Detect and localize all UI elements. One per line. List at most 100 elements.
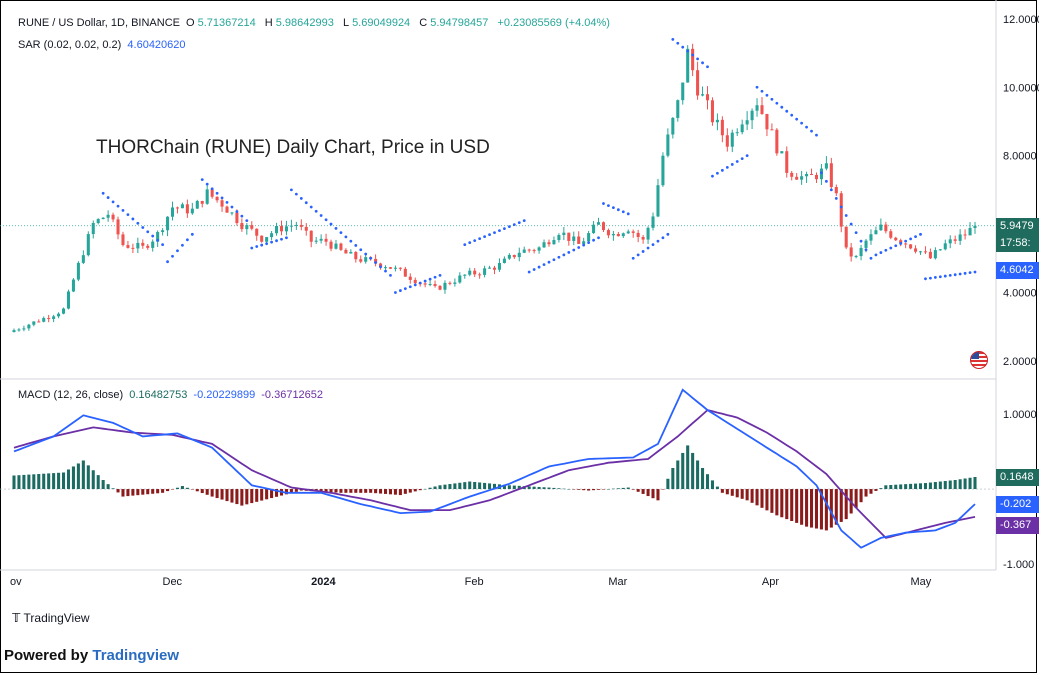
sar-dot [894,244,898,248]
candle-body [844,226,848,248]
macd-histogram-bar [433,486,437,490]
macd-histogram-bar [874,489,878,491]
candle-body [968,228,972,236]
price-tick-label: 2.0000 [1003,356,1037,368]
sar-dot [354,244,358,247]
candle-body [666,134,670,156]
macd-label[interactable]: MACD (12, 26, close) [18,389,124,401]
close-value: C 5.94798457 [419,17,489,29]
powered-brand[interactable]: Tradingview [92,647,180,664]
candle-body [790,172,794,177]
sar-dot [780,105,784,109]
sar-dot [909,237,913,241]
sar-dot [914,235,917,239]
candle-body [854,256,858,258]
candle-body [205,189,209,204]
countdown-tag: 17:58: [996,235,1039,252]
sar-dot [636,253,640,257]
sar-dot [141,226,145,229]
candle-body [101,217,105,220]
macd-histogram-bar [329,489,333,493]
candle-body [180,204,184,209]
candle-body [879,224,883,231]
macd-histogram-bar [488,483,492,490]
candle-body [289,225,293,227]
sar-dot [136,221,140,225]
candle-body [111,214,115,220]
candle-body [329,241,333,249]
sar-dot [621,210,625,214]
macd-histogram-bar [710,480,714,490]
candle-body [517,252,521,258]
candle-body [760,105,764,114]
candle-body [502,258,506,264]
sar-dot [696,57,699,61]
sar-label[interactable]: SAR (0.02, 0.02, 0.2) [18,39,122,51]
macd-histogram-bar [631,489,635,490]
candle-body [869,234,873,241]
candle-body [492,267,497,270]
sar-dot [587,241,591,245]
macd-histogram-bar [864,489,868,497]
macd-histogram-bar [57,472,61,490]
sar-dot [681,45,685,49]
sar-dot [359,248,363,252]
sar-dot [294,192,298,196]
macd-histogram-bar [611,488,615,490]
sar-dot [552,258,556,262]
sar-dot [250,246,254,250]
sar-dot [929,276,932,280]
tradingview-logo[interactable]: 𝕋 TradingView [12,611,90,625]
macd-histogram-bar [502,484,506,490]
candle-body [671,117,675,135]
sar-dot [319,214,323,217]
macd-histogram-bar [894,484,898,490]
macd-histogram-bar [81,460,85,490]
sar-dot [810,129,813,133]
us-flag-icon[interactable] [970,351,988,369]
macd-histogram-bar [42,473,46,490]
candle-body [423,283,427,285]
macd-histogram-bar [408,489,412,493]
macd-histogram-bar [146,489,150,495]
macd-histogram-bar [795,489,799,523]
macd-histogram-bar [195,489,199,492]
candle-body [810,173,814,175]
sar-dot [423,279,427,283]
candle-body [884,224,888,232]
macd-histogram-bar [32,474,36,490]
macd-histogram-bar [567,489,571,490]
macd-histogram-bar [948,480,952,490]
macd-histogram-bar [715,486,719,490]
sar-dot [512,223,516,227]
macd-histogram-bar [156,489,160,494]
symbol-label[interactable]: RUNE / US Dollar, 1D, BINANCE [18,17,180,29]
macd-histogram-bar [270,489,274,499]
sar-dot [676,41,680,45]
candle-body [839,193,843,227]
macd-histogram-bar [958,479,962,490]
macd-histogram-bar [463,482,467,490]
sar-dot [537,265,541,269]
sar-dot [413,283,417,287]
sar-dot [844,214,848,217]
candle-body [641,237,645,240]
macd-histogram-bar [517,485,521,490]
macd-histogram-bar [418,489,422,491]
sar-dot [379,265,382,269]
sar-dot [795,117,799,121]
candle-body [483,268,487,275]
macd-histogram-bar [542,487,546,490]
candle-body [948,239,952,244]
sar-dot [314,209,318,213]
macd-histogram-bar [507,485,511,490]
macd-histogram-bar [180,486,184,490]
sar-dot [706,65,709,69]
sar-dot [755,85,759,89]
sar-dot [963,271,967,275]
macd-histogram-bar [730,489,734,496]
price-pane[interactable] [12,37,977,333]
macd-histogram-bar [646,489,650,497]
macd-pane[interactable] [12,388,977,549]
candle-body [156,232,160,242]
